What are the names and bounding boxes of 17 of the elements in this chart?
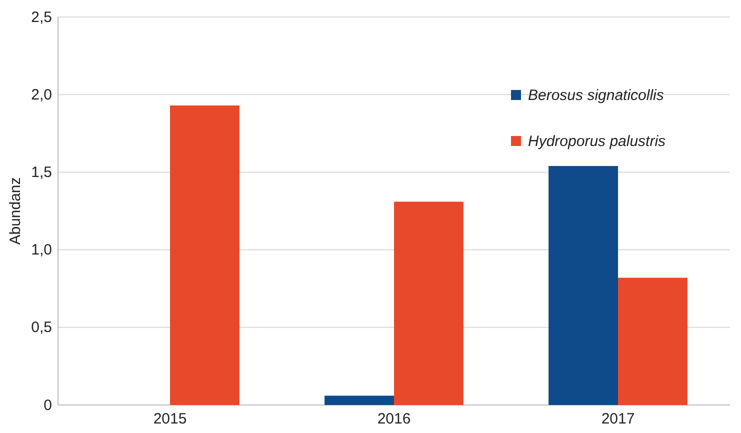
x-tick-label: 2015 (153, 410, 187, 428)
x-tick-label: 2017 (601, 410, 635, 428)
bar (324, 396, 394, 405)
x-tick-label: 2016 (377, 410, 411, 428)
bar (170, 105, 240, 405)
y-tick-label: 1,0 (31, 242, 52, 259)
legend-label: Berosus signaticollis (528, 87, 664, 104)
y-tick-label: 1,5 (31, 164, 52, 181)
y-axis-title: Abundanz (7, 177, 24, 245)
bar (394, 202, 464, 405)
y-tick-label: 0 (44, 396, 52, 414)
y-tick-label: 2,5 (31, 8, 52, 26)
bar (548, 166, 618, 405)
legend-label: Hydroporus palustris (528, 133, 666, 150)
y-tick-label: 0,5 (31, 319, 52, 336)
bar (618, 278, 688, 405)
y-tick-label: 2,0 (31, 86, 52, 104)
